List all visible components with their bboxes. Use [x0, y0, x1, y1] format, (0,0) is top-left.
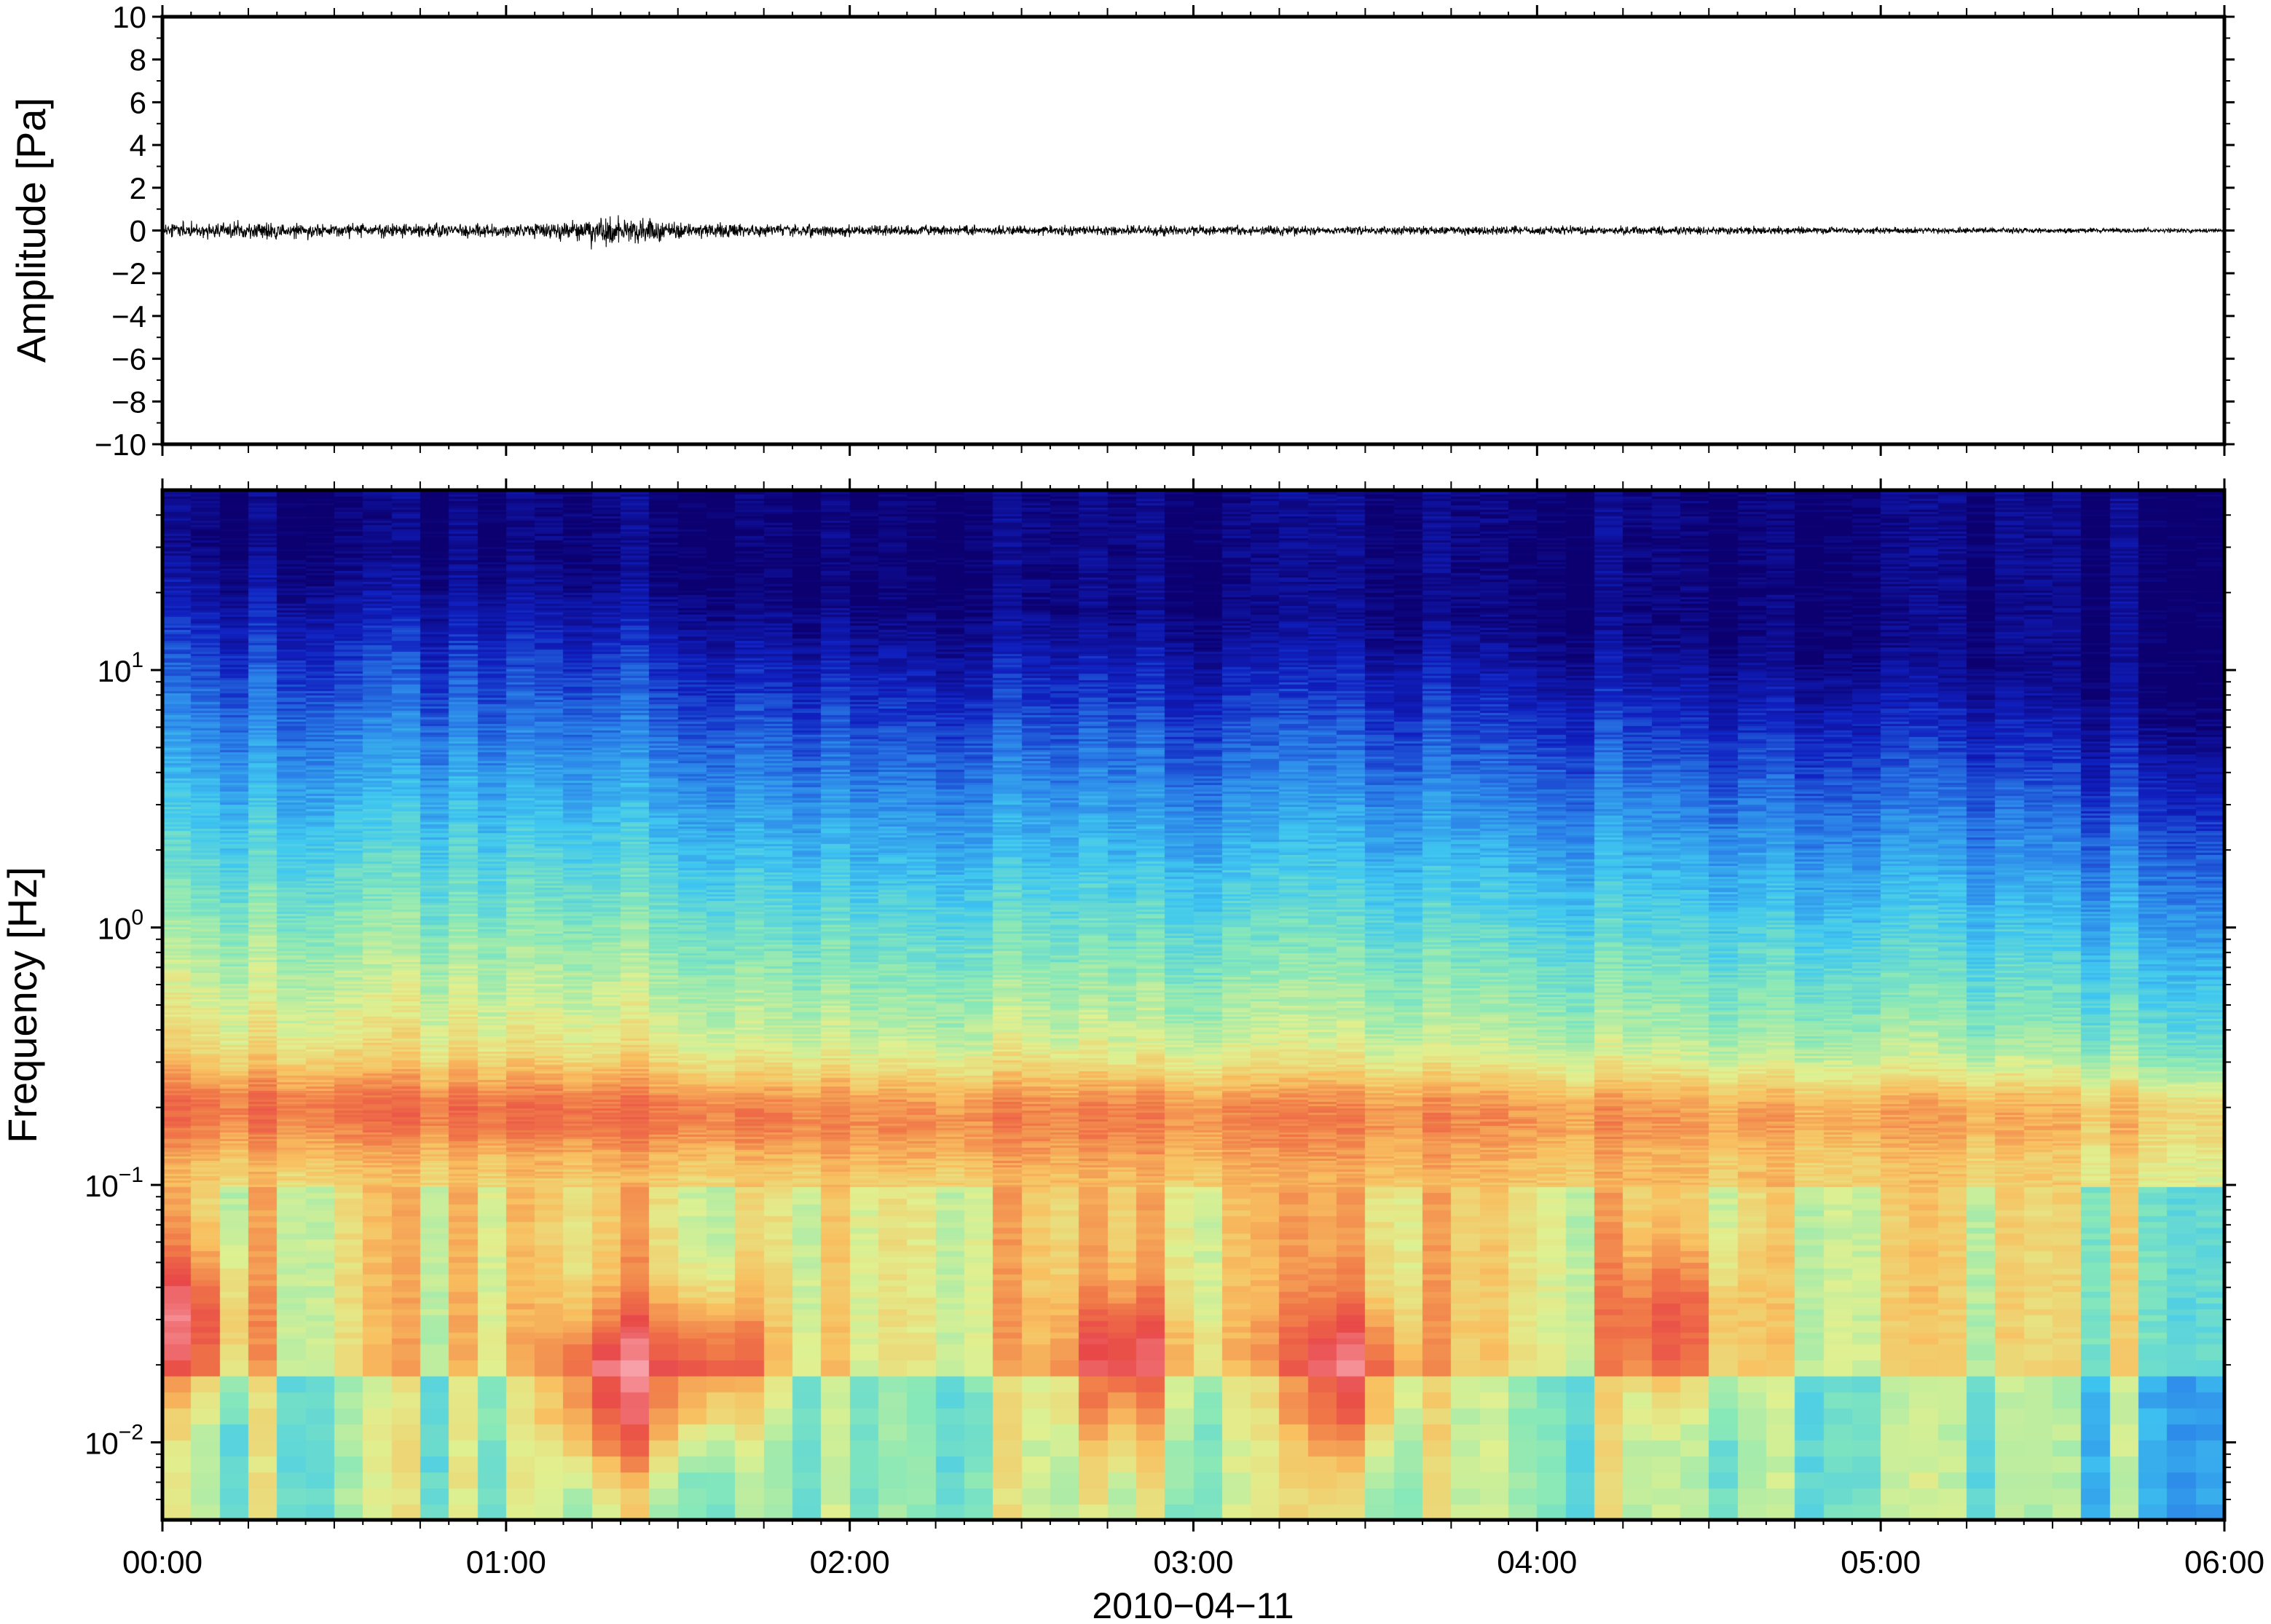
waveform-y-tick-label: 6 — [130, 85, 146, 119]
x-tick-label: 06:00 — [2184, 1545, 2264, 1580]
x-axis-date-label: 2010−04−11 — [1092, 1585, 1294, 1624]
spectrogram-y-ticks: 101 100 10−1 10−2 — [84, 514, 2236, 1501]
spectrogram-y-tick-label: 10−2 — [84, 1421, 143, 1461]
spectrogram-y-tick-label: 10−1 — [84, 1163, 143, 1203]
spectrogram-y-axis-label: Frequency [Hz] — [0, 867, 45, 1143]
x-tick-label: 03:00 — [1153, 1545, 1233, 1580]
x-tick-label: 04:00 — [1497, 1545, 1577, 1580]
x-tick-label: 02:00 — [810, 1545, 890, 1580]
waveform-y-tick-label: 10 — [112, 0, 146, 34]
waveform-y-tick-label: −6 — [111, 342, 146, 377]
waveform-y-axis-label: Amplitude [Pa] — [8, 98, 54, 363]
spectrogram-y-tick-label: 100 — [98, 906, 143, 946]
spectrogram-frame — [160, 488, 2227, 1522]
x-tick-label: 00:00 — [122, 1545, 202, 1580]
waveform-y-tick-label: 8 — [130, 43, 146, 77]
waveform-series-line — [162, 215, 2225, 250]
waveform-y-tick-label: −4 — [111, 299, 146, 334]
spectrogram-panel: 00:00 01:00 02:00 03:00 04:00 05:00 06:00 1011… — [0, 478, 2264, 1624]
waveform-y-tick-label: −2 — [111, 256, 146, 291]
waveform-frame — [160, 15, 2227, 446]
waveform-panel: 10 8 6 4 2 0 −2 −4 −6 −8 −10 Amplitude [Pa] — [8, 0, 2235, 462]
waveform-y-tick-label: −8 — [111, 385, 146, 419]
waveform-y-tick-label: 2 — [130, 171, 146, 205]
spectrogram-raster — [162, 490, 2224, 1520]
waveform-y-tick-label: 4 — [130, 128, 146, 162]
waveform-y-tick-label: 0 — [130, 214, 146, 248]
spectrogram-y-tick-label: 101 — [98, 648, 143, 688]
x-tick-label: 05:00 — [1841, 1545, 1921, 1580]
waveform-y-tick-label: −10 — [95, 427, 146, 462]
x-tick-label: 01:00 — [466, 1545, 546, 1580]
